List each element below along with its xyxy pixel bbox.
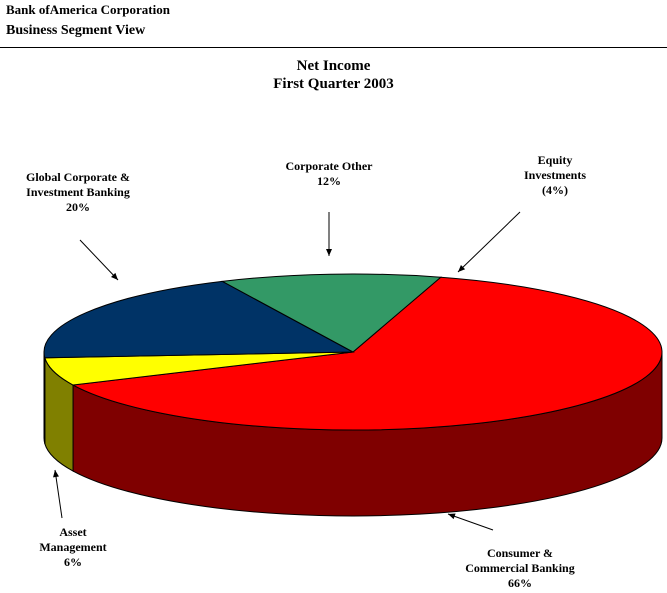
label-asset-management-value: 6% <box>64 555 82 569</box>
label-equity-investments: Equity Investments (4%) <box>500 153 610 198</box>
leader-equity-investments <box>457 211 521 273</box>
leader-lines <box>53 211 521 531</box>
label-consumer-commercial: Consumer & Commercial Banking 66% <box>440 546 600 591</box>
chart-title-block: Net Income First Quarter 2003 <box>0 57 667 93</box>
pie-top-faces <box>43 273 663 431</box>
label-equity-investments-value: (4%) <box>542 183 568 197</box>
pie-slice-0 <box>71 276 663 431</box>
page-subtitle: Business Segment View <box>6 23 146 38</box>
chart-subtitle: First Quarter 2003 <box>273 76 394 92</box>
label-equity-investments-line1: Equity <box>537 153 573 167</box>
leader-global-corporate <box>79 239 119 281</box>
chart-title: Net Income <box>296 58 371 74</box>
leader-global-corporate-arrowhead <box>111 272 118 280</box>
label-corporate-other-line1: Corporate Other <box>285 159 373 173</box>
leader-asset-management-arrowhead <box>53 470 59 478</box>
label-asset-management-line2: Management <box>39 540 107 554</box>
pie-slice-3 <box>220 273 443 353</box>
label-global-corporate-line1: Global Corporate & <box>26 170 130 184</box>
label-asset-management-line1: Asset <box>59 525 87 539</box>
label-consumer-commercial-line2: Commercial Banking <box>465 561 575 575</box>
label-global-corporate-value: 20% <box>66 200 90 214</box>
label-equity-investments-line2: Investments <box>524 168 586 182</box>
pie-slice-2 <box>43 280 355 359</box>
leader-consumer-commercial-arrowhead <box>448 513 456 520</box>
label-consumer-commercial-line1: Consumer & <box>486 546 554 560</box>
label-consumer-commercial-value: 66% <box>508 576 532 590</box>
label-global-corporate: Global Corporate & Investment Banking 20… <box>8 170 148 215</box>
pie-side-walls <box>43 351 663 517</box>
company-name: Bank ofAmerica Corporation <box>6 2 170 17</box>
label-corporate-other: Corporate Other 12% <box>259 159 399 189</box>
leader-equity-investments-arrowhead <box>458 264 466 272</box>
header-divider <box>0 47 667 48</box>
leader-asset-management <box>54 469 63 519</box>
leader-consumer-commercial <box>447 513 494 531</box>
label-global-corporate-line2: Investment Banking <box>26 185 130 199</box>
label-corporate-other-value: 12% <box>317 174 341 188</box>
label-asset-management: Asset Management 6% <box>18 525 128 570</box>
leader-corporate-other-arrowhead <box>326 249 332 256</box>
